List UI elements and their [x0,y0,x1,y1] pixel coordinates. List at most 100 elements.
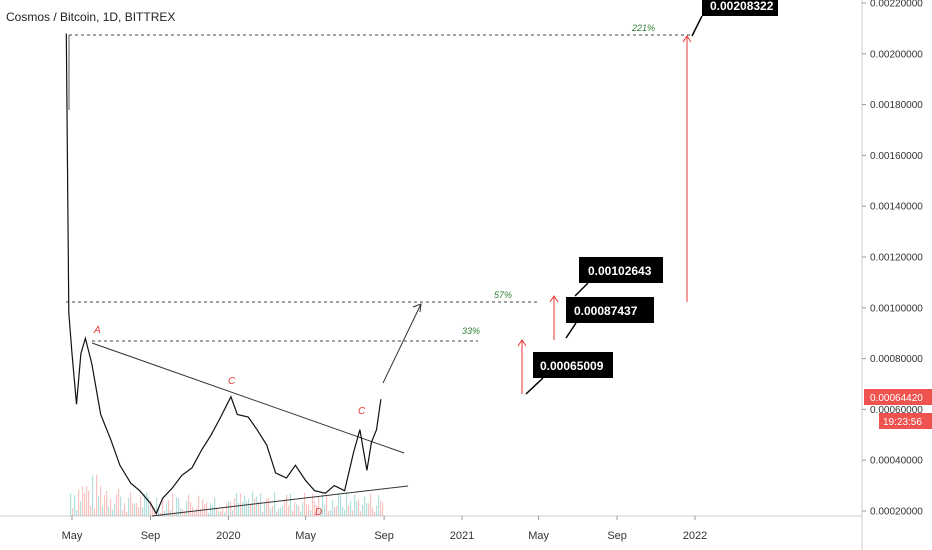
y-axis[interactable]: 0.00220000 0.00200000 0.00180000 0.00160000… [862,0,923,518]
y-tick-label: 0.00140000 [870,202,923,213]
percent-label-221: 221% [631,23,655,33]
volume-bar [236,493,238,516]
volume-bar [214,497,216,516]
volume-bar [70,493,72,516]
y-tick-label: 0.00020000 [870,507,923,518]
x-tick-label: Sep [141,530,161,542]
volume-bar [226,503,228,516]
current-price-text: 0.00064420 [870,393,923,404]
volume-bar [128,498,130,516]
upper-trendline[interactable] [91,342,405,454]
volume-bar [336,505,338,516]
volume-bar [288,505,290,516]
volume-bar [106,491,108,516]
volume-bar [116,494,118,516]
volume-bar [138,507,140,516]
volume-bar [354,494,356,516]
volume-bar [162,500,164,516]
x-axis[interactable]: May Sep 2020 May Sep 2021 May Sep 2022 [62,516,708,542]
x-tick-label: Sep [374,530,394,542]
volume-bar [98,496,100,516]
volume-bar [238,502,240,516]
volume-bar [350,500,352,516]
volume-bar [208,512,210,516]
volume-bar [100,486,102,516]
volume-bar [108,506,110,516]
volume-bar [184,511,186,516]
volume-bar [330,510,332,516]
volume-bar [364,496,366,516]
volume-bar [180,507,182,516]
volume-bar [368,503,370,516]
volume-bar [234,498,236,516]
y-tick-label: 0.00060000 [870,405,923,416]
volume-bar [90,505,92,516]
volume-bar [230,501,232,516]
volume-bar [96,474,98,516]
volume-bar [296,504,298,516]
percent-label-57: 57% [494,290,512,300]
volume-bar [340,495,342,516]
current-price-badge[interactable]: 0.00064420 19:23:56 [864,389,932,429]
callout-0.00065009[interactable]: 0.00065009 [525,352,613,395]
callout-text-221: 0.00208322 [710,0,774,13]
callout-0.00208322[interactable]: 0.00208322 [691,0,778,37]
volume-bar [194,511,196,516]
volume-bar [176,497,178,516]
volume-bar [310,510,312,516]
callout-text-33: 0.00087437 [574,304,638,318]
volume-bar [244,495,246,516]
callout-text-57: 0.00102643 [588,264,652,278]
volume-bar [144,494,146,516]
volume-bar [112,509,114,516]
countdown-text: 19:23:56 [883,417,922,428]
volume-bar [258,501,260,516]
pattern-label-a: A [93,325,101,336]
price-series-line[interactable] [65,33,382,515]
y-tick-label: 0.00100000 [870,303,923,314]
projection-arrow[interactable] [382,303,422,384]
callout-0.00087437[interactable]: 0.00087437 [565,297,654,339]
volume-bar [118,488,120,516]
pattern-label-c2: C [358,406,366,417]
volume-bar [170,510,172,516]
y-tick-label: 0.00040000 [870,456,923,467]
y-tick-label: 0.00080000 [870,354,923,365]
volume-bar [284,499,286,516]
callout-text-base: 0.00065009 [540,359,604,373]
measure-arrow-large[interactable] [682,35,692,302]
measure-arrow-small-2[interactable] [549,295,559,340]
volume-bar [140,496,142,516]
volume-bar [380,501,382,516]
volume-bar [370,493,372,516]
percent-label-33: 33% [462,326,480,336]
volume-bar [264,502,266,516]
volume-bar [378,495,380,516]
lower-trendline[interactable] [151,485,409,517]
volume-bar [190,502,192,516]
volume-bar [84,493,86,516]
projection-arrowhead [412,303,422,313]
volume-bar [250,503,252,516]
volume-bar [346,491,348,516]
measure-arrow-small-1[interactable] [517,339,527,394]
callout-0.00102643[interactable]: 0.00102643 [574,257,663,297]
volume-bar [72,508,74,516]
volume-bar [104,495,106,516]
volume-bar [212,505,214,516]
volume-bar [196,507,198,516]
x-tick-label: Sep [607,530,627,542]
y-tick-label: 0.00160000 [870,151,923,162]
volume-bar [382,502,384,516]
x-tick-label: May [62,530,83,542]
volume-bar [314,501,316,516]
volume-bar [78,489,80,516]
volume-bar [126,511,128,516]
x-tick-label: 2020 [216,530,240,542]
volume-bar [332,500,334,516]
volume-bar [376,505,378,516]
volume-bar [130,491,132,516]
volume-bar [132,503,134,516]
volume-bar [366,503,368,516]
